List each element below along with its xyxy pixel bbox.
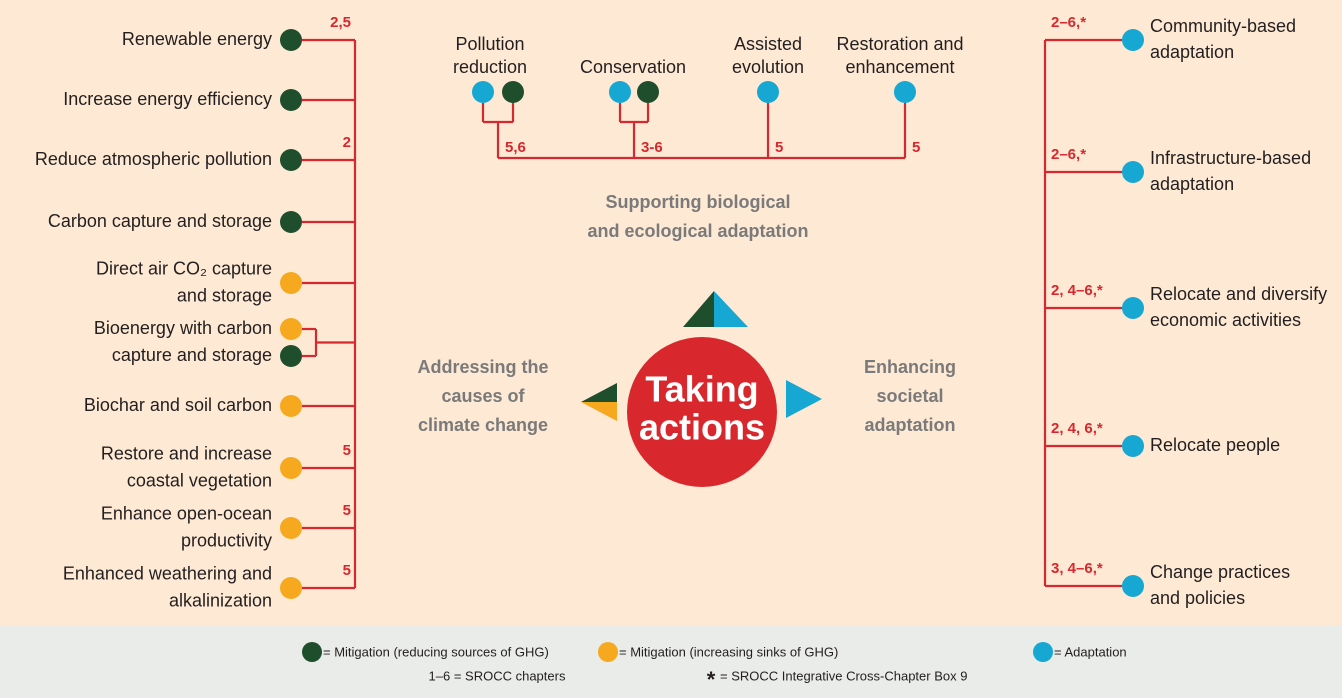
- action-label: alkalinization: [169, 590, 272, 610]
- legend-label: = Mitigation (increasing sinks of GHG): [619, 644, 838, 659]
- action-label: Enhanced weathering and: [63, 563, 272, 583]
- legend-note: = SROCC Integrative Cross-Chapter Box 9: [720, 668, 967, 683]
- action-dot: [280, 89, 302, 111]
- action-dot: [1122, 161, 1144, 183]
- action-label: Change practices: [1150, 562, 1290, 582]
- chapter-label: 2, 4, 6,*: [1051, 420, 1103, 437]
- chapter-label: 2, 4–6,*: [1051, 282, 1103, 299]
- legend-dot: [302, 642, 322, 662]
- action-label: Assisted: [734, 34, 802, 54]
- action-label: enhancement: [845, 57, 954, 77]
- chapter-label: 5: [343, 442, 351, 459]
- action-label: adaptation: [1150, 42, 1234, 62]
- action-label: Renewable energy: [122, 29, 272, 49]
- action-label: and storage: [177, 285, 272, 305]
- action-label: Community-based: [1150, 16, 1296, 36]
- center-title: actions: [639, 407, 765, 448]
- action-label: evolution: [732, 57, 804, 77]
- caption: causes of: [441, 386, 525, 406]
- legend-background: [0, 625, 1342, 698]
- action-label: Biochar and soil carbon: [84, 395, 272, 415]
- legend-label: = Mitigation (reducing sources of GHG): [323, 644, 549, 659]
- action-dot: [280, 272, 302, 294]
- action-label: Reduce atmospheric pollution: [35, 149, 272, 169]
- action-dot: [609, 81, 631, 103]
- action-dot: [280, 211, 302, 233]
- caption: societal: [876, 386, 943, 406]
- action-label: Pollution: [455, 34, 524, 54]
- action-label: Direct air CO₂ capture: [96, 258, 272, 278]
- chapter-label: 5: [912, 139, 920, 156]
- legend-dot: [1033, 642, 1053, 662]
- caption: adaptation: [864, 415, 955, 435]
- action-dot: [280, 457, 302, 479]
- action-dot: [894, 81, 916, 103]
- chapter-label: 3, 4–6,*: [1051, 560, 1103, 577]
- chapter-label: 2–6,*: [1051, 14, 1086, 31]
- action-dot: [502, 81, 524, 103]
- action-label: Restore and increase: [101, 443, 272, 463]
- action-label: Restoration and: [836, 34, 963, 54]
- chapter-label: 2: [343, 134, 351, 151]
- chapter-label: 2–6,*: [1051, 146, 1086, 163]
- background: [0, 0, 1342, 625]
- action-label: Bioenergy with carbon: [94, 318, 272, 338]
- center-title: Taking: [645, 369, 758, 410]
- action-label: economic activities: [1150, 310, 1301, 330]
- action-label: Enhance open-ocean: [101, 503, 272, 523]
- action-dot: [280, 395, 302, 417]
- legend-note: 1–6 = SROCC chapters: [429, 668, 566, 683]
- action-dot: [637, 81, 659, 103]
- action-dot: [1122, 29, 1144, 51]
- caption: climate change: [418, 415, 548, 435]
- chapter-label: 5,6: [505, 139, 526, 156]
- action-dot: [1122, 575, 1144, 597]
- action-dot: [280, 345, 302, 367]
- action-label: adaptation: [1150, 174, 1234, 194]
- action-dot: [280, 517, 302, 539]
- up-arrow-right: [714, 291, 748, 327]
- legend-label: = Adaptation: [1054, 644, 1127, 659]
- center-circle: [627, 337, 777, 487]
- action-dot: [1122, 435, 1144, 457]
- action-dot: [1122, 297, 1144, 319]
- action-label: Relocate people: [1150, 435, 1280, 455]
- action-label: productivity: [181, 530, 272, 550]
- action-label: Infrastructure-based: [1150, 148, 1311, 168]
- caption: Addressing the: [417, 357, 548, 377]
- caption: Supporting biological: [606, 192, 791, 212]
- legend-dot: [598, 642, 618, 662]
- left-arrow-top: [581, 383, 617, 402]
- action-dot: [280, 577, 302, 599]
- chapter-label: 5: [343, 502, 351, 519]
- action-dot: [472, 81, 494, 103]
- chapter-label: 3-6: [641, 139, 663, 156]
- action-dot: [280, 29, 302, 51]
- legend-symbol: *: [707, 667, 716, 692]
- action-label: capture and storage: [112, 345, 272, 365]
- chapter-label: 5: [775, 139, 783, 156]
- action-label: Conservation: [580, 57, 686, 77]
- up-arrow-left: [683, 291, 714, 327]
- action-label: Carbon capture and storage: [48, 211, 272, 231]
- action-dot: [757, 81, 779, 103]
- chapter-label: 5: [343, 562, 351, 579]
- caption: Enhancing: [864, 357, 956, 377]
- action-label: reduction: [453, 57, 527, 77]
- action-dot: [280, 149, 302, 171]
- action-label: Increase energy efficiency: [63, 89, 272, 109]
- action-label: and policies: [1150, 588, 1245, 608]
- chapter-label: 2,5: [330, 14, 351, 31]
- right-arrow: [786, 380, 822, 418]
- caption: and ecological adaptation: [587, 221, 808, 241]
- left-arrow-bottom: [581, 402, 617, 421]
- action-label: Relocate and diversify: [1150, 284, 1327, 304]
- action-label: coastal vegetation: [127, 470, 272, 490]
- action-dot: [280, 318, 302, 340]
